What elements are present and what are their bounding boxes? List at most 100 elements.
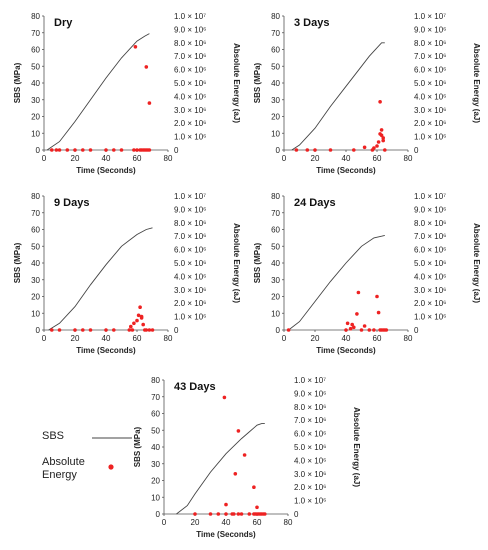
y-axis-label: SBS (MPa) — [13, 242, 22, 283]
y-tick-label: 80 — [151, 376, 160, 385]
energy-point — [286, 328, 291, 332]
y-tick-label: 0 — [156, 510, 161, 519]
x-tick-label: 0 — [42, 154, 47, 163]
energy-point — [141, 322, 145, 327]
energy-point — [104, 328, 108, 332]
y-tick-label: 60 — [31, 46, 40, 55]
energy-point — [216, 512, 221, 516]
y2-tick-label: 5.0 × 10⁶ — [414, 79, 446, 88]
y-tick-label: 40 — [31, 79, 40, 88]
y-tick-label: 20 — [271, 293, 280, 302]
energy-point — [81, 148, 85, 152]
y-tick-label: 40 — [271, 259, 280, 268]
energy-point — [73, 328, 77, 332]
y2-tick-label: 6.0 × 10⁶ — [294, 430, 326, 439]
energy-point — [224, 512, 228, 516]
energy-point — [112, 328, 116, 332]
y-tick-label: 10 — [151, 493, 160, 502]
energy-point — [375, 144, 379, 148]
y2-tick-label: 8.0 × 10⁶ — [174, 219, 206, 228]
sbs-line — [46, 33, 150, 151]
x-tick-label: 80 — [164, 154, 173, 163]
legend-sbs-label: SBS — [42, 430, 65, 442]
y2-tick-label: 1.0 × 10⁶ — [174, 133, 206, 142]
energy-point — [263, 512, 267, 516]
chart-title: 24 Days — [294, 197, 336, 209]
y2-axis-label: Absolute Energy (aJ) — [352, 407, 361, 487]
y-tick-label: 30 — [271, 96, 280, 105]
energy-point — [383, 148, 387, 152]
energy-point — [147, 328, 152, 332]
energy-point — [294, 148, 299, 152]
y-tick-label: 70 — [271, 29, 280, 38]
energy-point — [133, 45, 138, 49]
sbs-line — [288, 234, 385, 331]
y2-tick-label: 6.0 × 10⁶ — [174, 246, 206, 255]
y-tick-label: 10 — [271, 129, 280, 138]
energy-point — [376, 140, 381, 144]
energy-point — [81, 328, 85, 332]
x-axis-label: Time (Seconds) — [76, 166, 136, 175]
y-tick-label: 40 — [151, 443, 160, 452]
y2-tick-label: 1.0 × 10⁶ — [174, 313, 206, 322]
energy-point — [255, 505, 259, 510]
energy-point — [352, 148, 356, 152]
energy-point — [54, 148, 59, 152]
y-tick-label: 70 — [31, 209, 40, 218]
y2-tick-label: 9.0 × 10⁶ — [174, 205, 206, 214]
y2-tick-label: 3.0 × 10⁶ — [414, 286, 446, 295]
y-tick-label: 50 — [31, 242, 40, 251]
y-tick-label: 10 — [31, 309, 40, 318]
x-tick-label: 20 — [311, 334, 320, 343]
y2-tick-label: 7.0 × 10⁶ — [174, 232, 206, 241]
x-tick-label: 0 — [162, 518, 167, 527]
y2-tick-label: 3.0 × 10⁶ — [174, 286, 206, 295]
y-tick-label: 40 — [31, 259, 40, 268]
energy-point — [384, 328, 389, 332]
energy-point — [362, 324, 367, 328]
y-tick-label: 60 — [31, 226, 40, 235]
energy-point — [136, 313, 141, 318]
energy-point — [233, 472, 238, 476]
x-tick-label: 0 — [282, 154, 287, 163]
y2-tick-label: 9.0 × 10⁶ — [414, 25, 446, 34]
y-tick-label: 60 — [271, 226, 280, 235]
chart-title: Dry — [54, 17, 73, 29]
y2-tick-label: 1.0 × 10⁶ — [294, 497, 326, 506]
y2-tick-label: 7.0 × 10⁶ — [174, 52, 206, 61]
chart-title: 3 Days — [294, 17, 329, 29]
energy-point — [372, 146, 376, 150]
y2-tick-label: 7.0 × 10⁶ — [414, 52, 446, 61]
y2-tick-label: 2.0 × 10⁶ — [174, 119, 206, 128]
energy-point — [359, 328, 364, 332]
energy-point — [65, 148, 70, 152]
energy-point — [313, 148, 317, 152]
y-axis-label: SBS (MPa) — [13, 62, 22, 103]
energy-point — [132, 321, 136, 326]
energy-point — [381, 138, 386, 143]
y-axis-label: SBS (MPa) — [133, 426, 142, 467]
energy-point — [208, 512, 213, 516]
x-tick-label: 20 — [71, 154, 80, 163]
energy-point — [367, 328, 372, 332]
x-axis-label: Time (Seconds) — [196, 530, 256, 539]
energy-point — [224, 502, 228, 507]
energy-point — [252, 485, 256, 490]
energy-point — [350, 322, 355, 327]
energy-point — [345, 321, 350, 326]
y2-axis-label: Absolute Energy (aJ) — [232, 43, 241, 123]
legend-energy-marker — [108, 464, 114, 470]
y-tick-label: 60 — [151, 410, 160, 419]
y-tick-label: 0 — [36, 326, 41, 335]
x-tick-label: 40 — [222, 518, 231, 527]
y-tick-label: 0 — [36, 146, 41, 155]
x-tick-label: 60 — [133, 334, 142, 343]
energy-point — [378, 100, 382, 104]
x-tick-label: 80 — [284, 518, 293, 527]
y2-tick-label: 1.0 × 10⁷ — [174, 192, 206, 201]
x-tick-label: 20 — [71, 334, 80, 343]
energy-point — [362, 145, 367, 150]
energy-point — [242, 453, 247, 457]
x-tick-label: 60 — [373, 334, 382, 343]
sbs-line — [176, 423, 265, 515]
